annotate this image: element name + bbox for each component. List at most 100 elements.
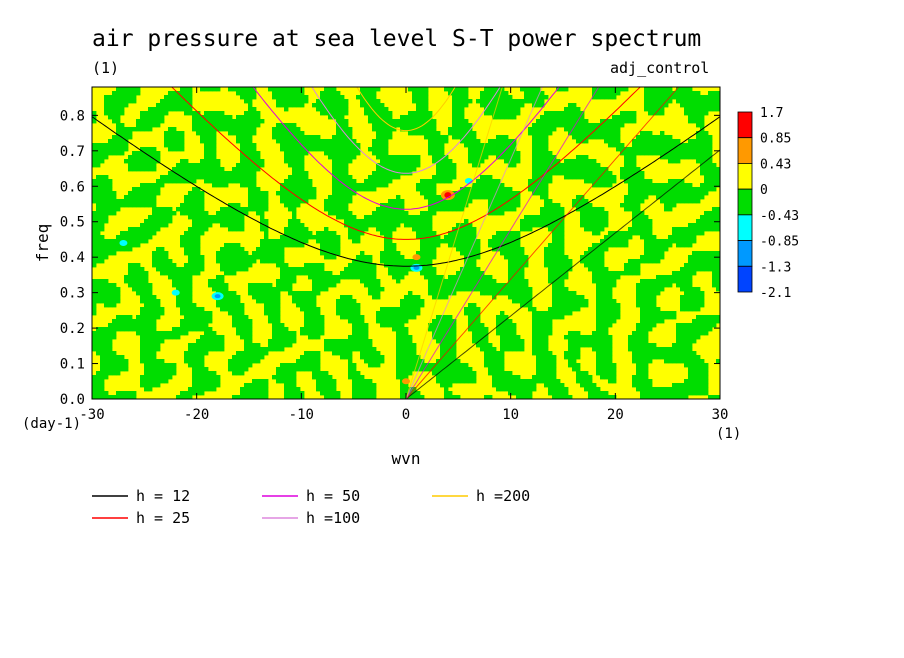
field-cell [716,167,720,172]
field-cell [192,207,197,212]
field-cell [132,163,137,168]
field-cell [272,255,277,260]
field-cell [420,87,425,92]
field-cell [520,267,525,272]
field-cell [212,175,217,180]
field-cell [416,235,421,240]
field-cell [432,319,437,324]
field-cell [480,183,485,188]
field-cell [700,139,705,144]
field-cell [252,167,257,172]
field-cell [288,135,293,140]
field-cell [320,247,325,252]
field-cell [116,207,121,212]
field-cell [540,147,545,152]
field-cell [508,287,513,292]
field-cell [620,167,625,172]
field-cell [476,159,481,164]
field-cell [148,327,153,332]
field-cell [480,91,485,96]
field-cell [328,255,333,260]
field-cell [240,319,245,324]
field-cell [276,291,281,296]
field-cell [584,127,589,132]
field-cell [568,123,573,128]
field-cell [688,323,693,328]
field-cell [168,147,173,152]
field-cell [700,319,705,324]
field-cell [284,267,289,272]
field-cell [224,263,229,268]
field-cell [160,211,165,216]
field-cell [380,115,385,120]
field-cell [188,243,193,248]
field-cell [144,299,149,304]
field-cell [532,151,537,156]
field-cell [348,139,353,144]
field-cell [440,291,445,296]
field-cell [340,163,345,168]
field-cell [340,107,345,112]
field-cell [100,219,105,224]
field-cell [660,111,665,116]
field-cell [600,315,605,320]
field-cell [120,139,125,144]
field-cell [116,247,121,252]
field-cell [500,211,505,216]
field-cell [92,283,97,288]
field-cell [664,195,669,200]
field-cell [380,219,385,224]
field-cell [260,251,265,256]
field-cell [288,155,293,160]
field-cell [612,123,617,128]
field-cell [496,283,501,288]
field-cell [344,171,349,176]
field-cell [336,311,341,316]
field-cell [676,159,681,164]
field-cell [324,239,329,244]
field-cell [320,315,325,320]
field-cell [500,195,505,200]
field-cell [456,95,461,100]
field-cell [296,151,301,156]
field-cell [368,267,373,272]
field-cell [552,163,557,168]
field-cell [460,107,465,112]
field-cell [204,111,209,116]
field-cell [504,99,509,104]
field-cell [476,307,481,312]
field-cell [192,199,197,204]
field-cell [424,95,429,100]
field-cell [664,103,669,108]
field-cell [548,247,553,252]
field-cell [508,247,513,252]
field-cell [592,279,597,284]
field-cell [200,223,205,228]
field-cell [700,171,705,176]
field-cell [96,187,101,192]
field-cell [680,307,685,312]
field-cell [252,159,257,164]
field-cell [552,263,557,268]
field-cell [140,159,145,164]
field-cell [216,279,221,284]
field-cell [552,315,557,320]
field-cell [380,151,385,156]
field-cell [692,291,697,296]
field-cell [360,319,365,324]
field-cell [460,99,465,104]
field-cell [388,215,393,220]
field-cell [668,199,673,204]
field-cell [284,331,289,336]
field-cell [676,195,681,200]
field-cell [632,175,637,180]
field-cell [168,139,173,144]
field-cell [572,115,577,120]
field-cell [100,251,105,256]
field-cell [428,207,433,212]
field-cell [456,247,461,252]
field-cell [92,235,97,240]
field-cell [508,271,513,276]
field-cell [344,175,349,180]
field-cell [428,287,433,292]
